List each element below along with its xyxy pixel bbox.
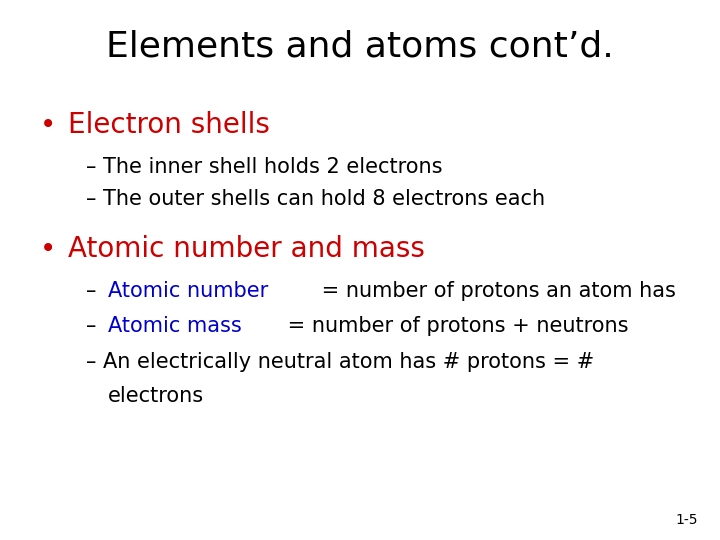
Text: Atomic number and mass: Atomic number and mass — [68, 235, 426, 263]
Text: = number of protons an atom has: = number of protons an atom has — [315, 281, 676, 301]
Text: – The inner shell holds 2 electrons: – The inner shell holds 2 electrons — [86, 157, 443, 177]
Text: – An electrically neutral atom has # protons = #: – An electrically neutral atom has # pro… — [86, 352, 595, 372]
Text: Atomic mass: Atomic mass — [108, 316, 242, 336]
Text: –: – — [86, 386, 104, 406]
Text: •: • — [40, 111, 56, 139]
Text: – The outer shells can hold 8 electrons each: – The outer shells can hold 8 electrons … — [86, 189, 546, 209]
Text: Elements and atoms cont’d.: Elements and atoms cont’d. — [106, 30, 614, 64]
Text: •: • — [40, 235, 56, 263]
Text: Atomic number: Atomic number — [108, 281, 269, 301]
Text: 1-5: 1-5 — [676, 512, 698, 526]
Text: Electron shells: Electron shells — [68, 111, 270, 139]
Text: = number of protons + neutrons: = number of protons + neutrons — [281, 316, 629, 336]
Text: –: – — [86, 281, 104, 301]
Text: electrons: electrons — [108, 386, 204, 406]
Text: –: – — [86, 316, 104, 336]
